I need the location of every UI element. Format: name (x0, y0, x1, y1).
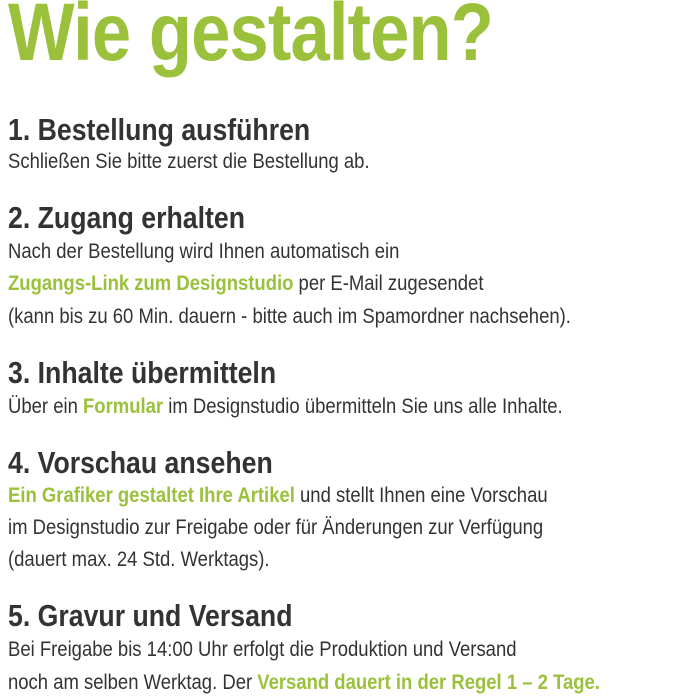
step-text-line: Über ein Formular im Designstudio übermi… (8, 395, 563, 419)
highlighted-text: Versand dauert in der Regel 1 – 2 Tage. (257, 671, 600, 694)
text-segment: per E-Mail zugesendet (293, 272, 484, 295)
step-heading: 5. Gravur und Versand (8, 598, 293, 633)
text-segment: und stellt Ihnen eine Vorschau (294, 484, 548, 507)
text-segment: Nach der Bestellung wird Ihnen automatis… (8, 240, 400, 263)
step-text-line: Zugangs-Link zum Designstudio per E-Mail… (8, 272, 483, 296)
step-text-line: Bei Freigabe bis 14:00 Uhr erfolgt die P… (8, 638, 517, 662)
highlighted-text: Zugangs-Link zum Designstudio (8, 272, 294, 295)
step-heading: 4. Vorschau ansehen (8, 445, 273, 480)
step-text-line: Nach der Bestellung wird Ihnen automatis… (8, 240, 399, 264)
highlighted-text: Ein Grafiker gestaltet Ihre Artikel (8, 484, 295, 507)
step-text-line: (kann bis zu 60 Min. dauern - bitte auch… (8, 305, 571, 329)
step-text-line: im Designstudio zur Freigabe oder für Än… (8, 516, 543, 540)
step-text-line: noch am selben Werktag. Der Versand daue… (8, 671, 600, 695)
step-heading: 1. Bestellung ausführen (8, 112, 311, 147)
text-segment: (kann bis zu 60 Min. dauern - bitte auch… (8, 305, 571, 328)
highlighted-text: Formular (82, 395, 164, 418)
text-segment: Schließen Sie bitte zuerst die Bestellun… (8, 150, 370, 173)
text-segment: Bei Freigabe bis 14:00 Uhr erfolgt die P… (8, 638, 517, 661)
text-segment: noch am selben Werktag. Der (8, 671, 258, 694)
step-text-line: Ein Grafiker gestaltet Ihre Artikel und … (8, 484, 548, 508)
page-title: Wie gestalten? (8, 0, 494, 78)
text-segment: im Designstudio zur Freigabe oder für Än… (8, 516, 544, 539)
step-heading: 3. Inhalte übermitteln (8, 355, 277, 390)
step-text-line: Schließen Sie bitte zuerst die Bestellun… (8, 150, 370, 174)
text-segment: im Designstudio übermitteln Sie uns alle… (163, 395, 563, 418)
step-text-line: (dauert max. 24 Std. Werktags). (8, 548, 270, 572)
step-heading: 2. Zugang erhalten (8, 200, 246, 235)
text-segment: Über ein (8, 395, 83, 418)
text-segment: (dauert max. 24 Std. Werktags). (8, 548, 270, 571)
